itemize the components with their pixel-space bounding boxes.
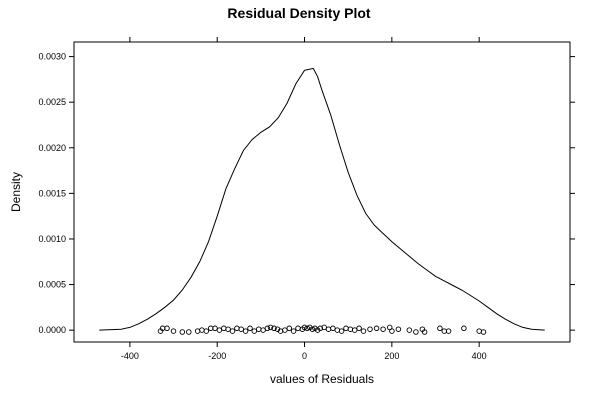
rug-point [234, 325, 240, 332]
rug-point [295, 325, 301, 332]
rug-point [389, 328, 395, 334]
rug-point [251, 328, 258, 334]
rug-point [445, 328, 452, 334]
y-tick-label: 0.0030 [38, 52, 66, 62]
rug-point [247, 325, 253, 332]
rug-point [238, 326, 244, 332]
x-tick-label: -400 [121, 351, 139, 361]
axis-tick-labels: -400 -200 0 200 400 0.0000 0.0005 0.0010 0.0015 0… [38, 52, 486, 361]
rug-point [304, 325, 310, 332]
rug-point [242, 328, 249, 334]
rug-point [367, 326, 373, 332]
y-tick-label: 0.0010 [38, 234, 66, 244]
y-tick-label: 0.0025 [38, 97, 66, 107]
rug-point [301, 324, 308, 331]
rug-point [286, 325, 293, 332]
density-series [99, 67, 545, 331]
rug-point [380, 326, 386, 332]
y-tick-label: 0.0005 [38, 280, 66, 290]
y-axis-label: Density [9, 172, 23, 212]
rug-point [437, 325, 443, 332]
rug-point [406, 327, 413, 333]
rug-point [395, 326, 402, 332]
rug-point [421, 329, 428, 335]
rug-point [351, 327, 358, 333]
plot-frame [73, 41, 571, 343]
rug-point [267, 324, 274, 331]
y-tick-label: 0.0000 [38, 325, 66, 335]
y-tick-label: 0.0020 [38, 143, 66, 153]
rug-point [229, 328, 236, 334]
axis-ticks [69, 37, 575, 347]
rug-point [343, 325, 349, 332]
rug-point [461, 325, 467, 332]
rug-point [356, 325, 362, 332]
rug-point [480, 329, 487, 335]
rug-point [164, 325, 170, 332]
rug-point [216, 327, 223, 333]
rug-point [221, 325, 227, 332]
rug-point [317, 325, 324, 332]
rug-point [338, 328, 345, 334]
rug-point [413, 329, 419, 335]
rug-point [212, 325, 218, 332]
rug-point [309, 326, 316, 332]
rug-point [179, 329, 186, 335]
rug-point [203, 328, 210, 334]
x-tick-label: 200 [384, 351, 399, 361]
residual-rug-points [157, 324, 487, 335]
rug-point [225, 326, 231, 332]
rug-point [255, 326, 262, 332]
rug-point [199, 327, 205, 333]
rug-point [186, 329, 192, 335]
density-line [99, 67, 545, 331]
x-tick-label: 400 [472, 351, 487, 361]
x-tick-label: 0 [302, 351, 307, 361]
rug-point [334, 327, 341, 333]
rug-point [264, 325, 271, 332]
rug-point [271, 325, 277, 332]
rug-point [290, 328, 297, 334]
rug-point [157, 328, 164, 334]
rug-point [476, 328, 482, 334]
rug-point [373, 325, 380, 332]
rug-point [325, 326, 332, 332]
chart-title: Residual Density Plot [227, 5, 370, 21]
x-axis-label: values of Residuals [270, 372, 374, 386]
rug-point [194, 328, 201, 334]
rug-point [347, 326, 354, 332]
rug-point [282, 327, 288, 333]
rug-point [170, 328, 177, 334]
y-tick-label: 0.0015 [38, 188, 66, 198]
x-tick-label: -200 [208, 351, 226, 361]
rug-point [360, 328, 367, 334]
rug-point [330, 325, 336, 332]
